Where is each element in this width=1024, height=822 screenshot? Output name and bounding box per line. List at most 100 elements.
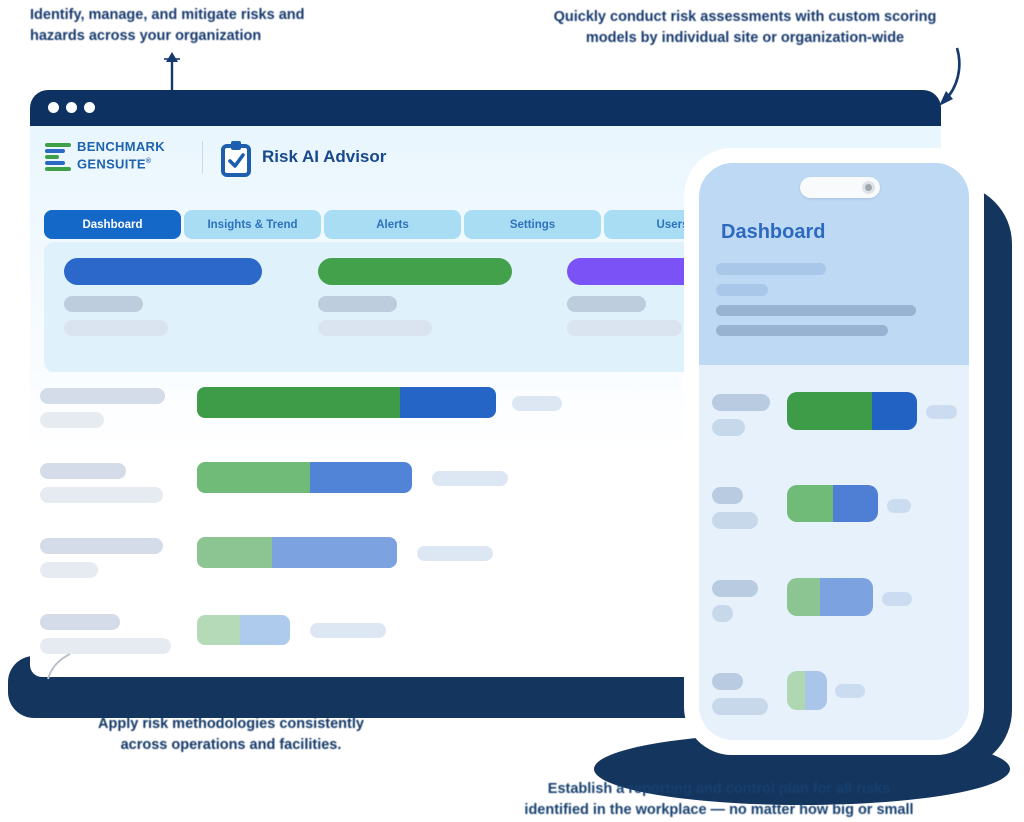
annotation-top-right: Quickly conduct risk assessments with cu… (512, 7, 978, 49)
tab-bar: Dashboard Insights & Trend Alerts Settin… (44, 210, 741, 239)
window-controls[interactable] (48, 102, 95, 113)
phone-header: Dashboard (699, 163, 969, 365)
annotation-line: hazards across your organization (30, 28, 262, 44)
row-value-placeholder (882, 592, 912, 606)
stacked-bar-row (787, 392, 917, 430)
placeholder-line (716, 325, 888, 336)
placeholder-line (716, 284, 768, 296)
bar-segment-blue (272, 537, 397, 568)
tab-alerts[interactable]: Alerts (324, 210, 461, 239)
tab-insights-trend[interactable]: Insights & Trend (184, 210, 321, 239)
bar-segment-blue (833, 485, 878, 522)
annotation-top-left: Identify, manage, and mitigate risks and… (30, 5, 370, 47)
annotation-line: Quickly conduct risk assessments with cu… (553, 9, 937, 25)
row-label-placeholder (712, 394, 770, 411)
registered-mark: ® (145, 158, 152, 165)
row-value-placeholder (926, 405, 957, 419)
stacked-bar-row (197, 537, 397, 568)
row-label-placeholder (712, 698, 768, 715)
stacked-bar-row (197, 387, 496, 418)
row-value-placeholder (432, 471, 508, 486)
annotation-line: across operations and facilities. (120, 737, 342, 753)
row-label-placeholder (712, 419, 745, 436)
annotation-line: Identify, manage, and mitigate risks and (30, 7, 305, 23)
row-label-placeholder (712, 512, 758, 529)
camera-icon (862, 181, 875, 194)
row-label-placeholder (40, 638, 171, 654)
row-label-placeholder (712, 605, 733, 622)
placeholder-line (716, 263, 826, 275)
placeholder-line (318, 296, 397, 312)
placeholder-line (318, 320, 432, 336)
annotation-line: models by individual site or organizatio… (585, 30, 905, 46)
browser-titlebar (30, 90, 941, 126)
row-label-placeholder (712, 673, 743, 690)
window-dot-icon[interactable] (48, 102, 59, 113)
row-label-placeholder (40, 538, 163, 554)
phone-page-title: Dashboard (721, 221, 826, 243)
placeholder-line (567, 296, 646, 312)
row-label-placeholder (40, 463, 126, 479)
row-value-placeholder (887, 499, 911, 513)
header-divider (202, 141, 203, 174)
annotation-line: Apply risk methodologies consistently (98, 716, 364, 732)
tab-dashboard[interactable]: Dashboard (44, 210, 181, 239)
row-value-placeholder (835, 684, 865, 698)
summary-pill-green (318, 258, 512, 285)
annotation-bottom-right: Establish a reporting and control plan f… (476, 779, 962, 821)
annotation-bottom-left: Apply risk methodologies consistently ac… (70, 714, 392, 756)
bar-segment-green (197, 615, 240, 645)
row-value-placeholder (512, 396, 562, 411)
annotation-line: Establish a reporting and control plan f… (547, 781, 891, 797)
row-label-placeholder (40, 614, 120, 630)
phone-screen: Dashboard (699, 163, 969, 740)
window-dot-icon[interactable] (66, 102, 77, 113)
stacked-bar-row (787, 671, 827, 710)
placeholder-line (716, 305, 916, 316)
bar-segment-blue (400, 387, 496, 418)
summary-card (318, 258, 512, 336)
bar-segment-blue (240, 615, 290, 645)
stacked-bar-row (787, 578, 873, 616)
logo-line1: BENCHMARK (77, 139, 165, 154)
row-value-placeholder (310, 623, 386, 638)
arrow-down-icon (939, 47, 961, 106)
bar-segment-green (787, 485, 833, 522)
stacked-bar-row (787, 485, 878, 522)
benchmark-gensuite-logo-icon (45, 143, 71, 173)
logo-line2: GENSUITE (77, 156, 146, 172)
row-label-placeholder (712, 487, 743, 504)
row-value-placeholder (417, 546, 493, 561)
bar-segment-blue (820, 578, 873, 616)
summary-card (64, 258, 262, 336)
stacked-bar-row (197, 462, 412, 493)
bar-segment-green (787, 578, 820, 616)
bar-segment-blue (872, 392, 917, 430)
row-label-placeholder (40, 487, 163, 503)
row-label-placeholder (40, 388, 165, 404)
phone-mockup: Dashboard (684, 148, 984, 755)
app-title: Risk AI Advisor (262, 147, 387, 166)
summary-pill-blue (64, 258, 262, 285)
bar-segment-blue (310, 462, 412, 493)
clipboard-check-icon (221, 141, 251, 177)
bar-segment-green (197, 387, 400, 418)
window-dot-icon[interactable] (84, 102, 95, 113)
bar-segment-green (787, 392, 872, 430)
stacked-bar-row (197, 615, 290, 645)
bar-segment-green (197, 462, 310, 493)
annotation-line: identified in the workplace — no matter … (524, 802, 914, 818)
placeholder-line (64, 320, 168, 336)
bar-segment-blue (805, 671, 827, 710)
row-label-placeholder (40, 412, 104, 428)
row-label-placeholder (712, 580, 758, 597)
bar-segment-green (787, 671, 805, 710)
arrow-up-icon (164, 52, 180, 92)
tab-settings[interactable]: Settings (464, 210, 601, 239)
benchmark-gensuite-wordmark: BENCHMARK GENSUITE® (77, 139, 165, 171)
placeholder-line (567, 320, 682, 336)
decorative-curve-icon (47, 653, 71, 680)
placeholder-line (64, 296, 143, 312)
dynamic-island (800, 177, 880, 198)
